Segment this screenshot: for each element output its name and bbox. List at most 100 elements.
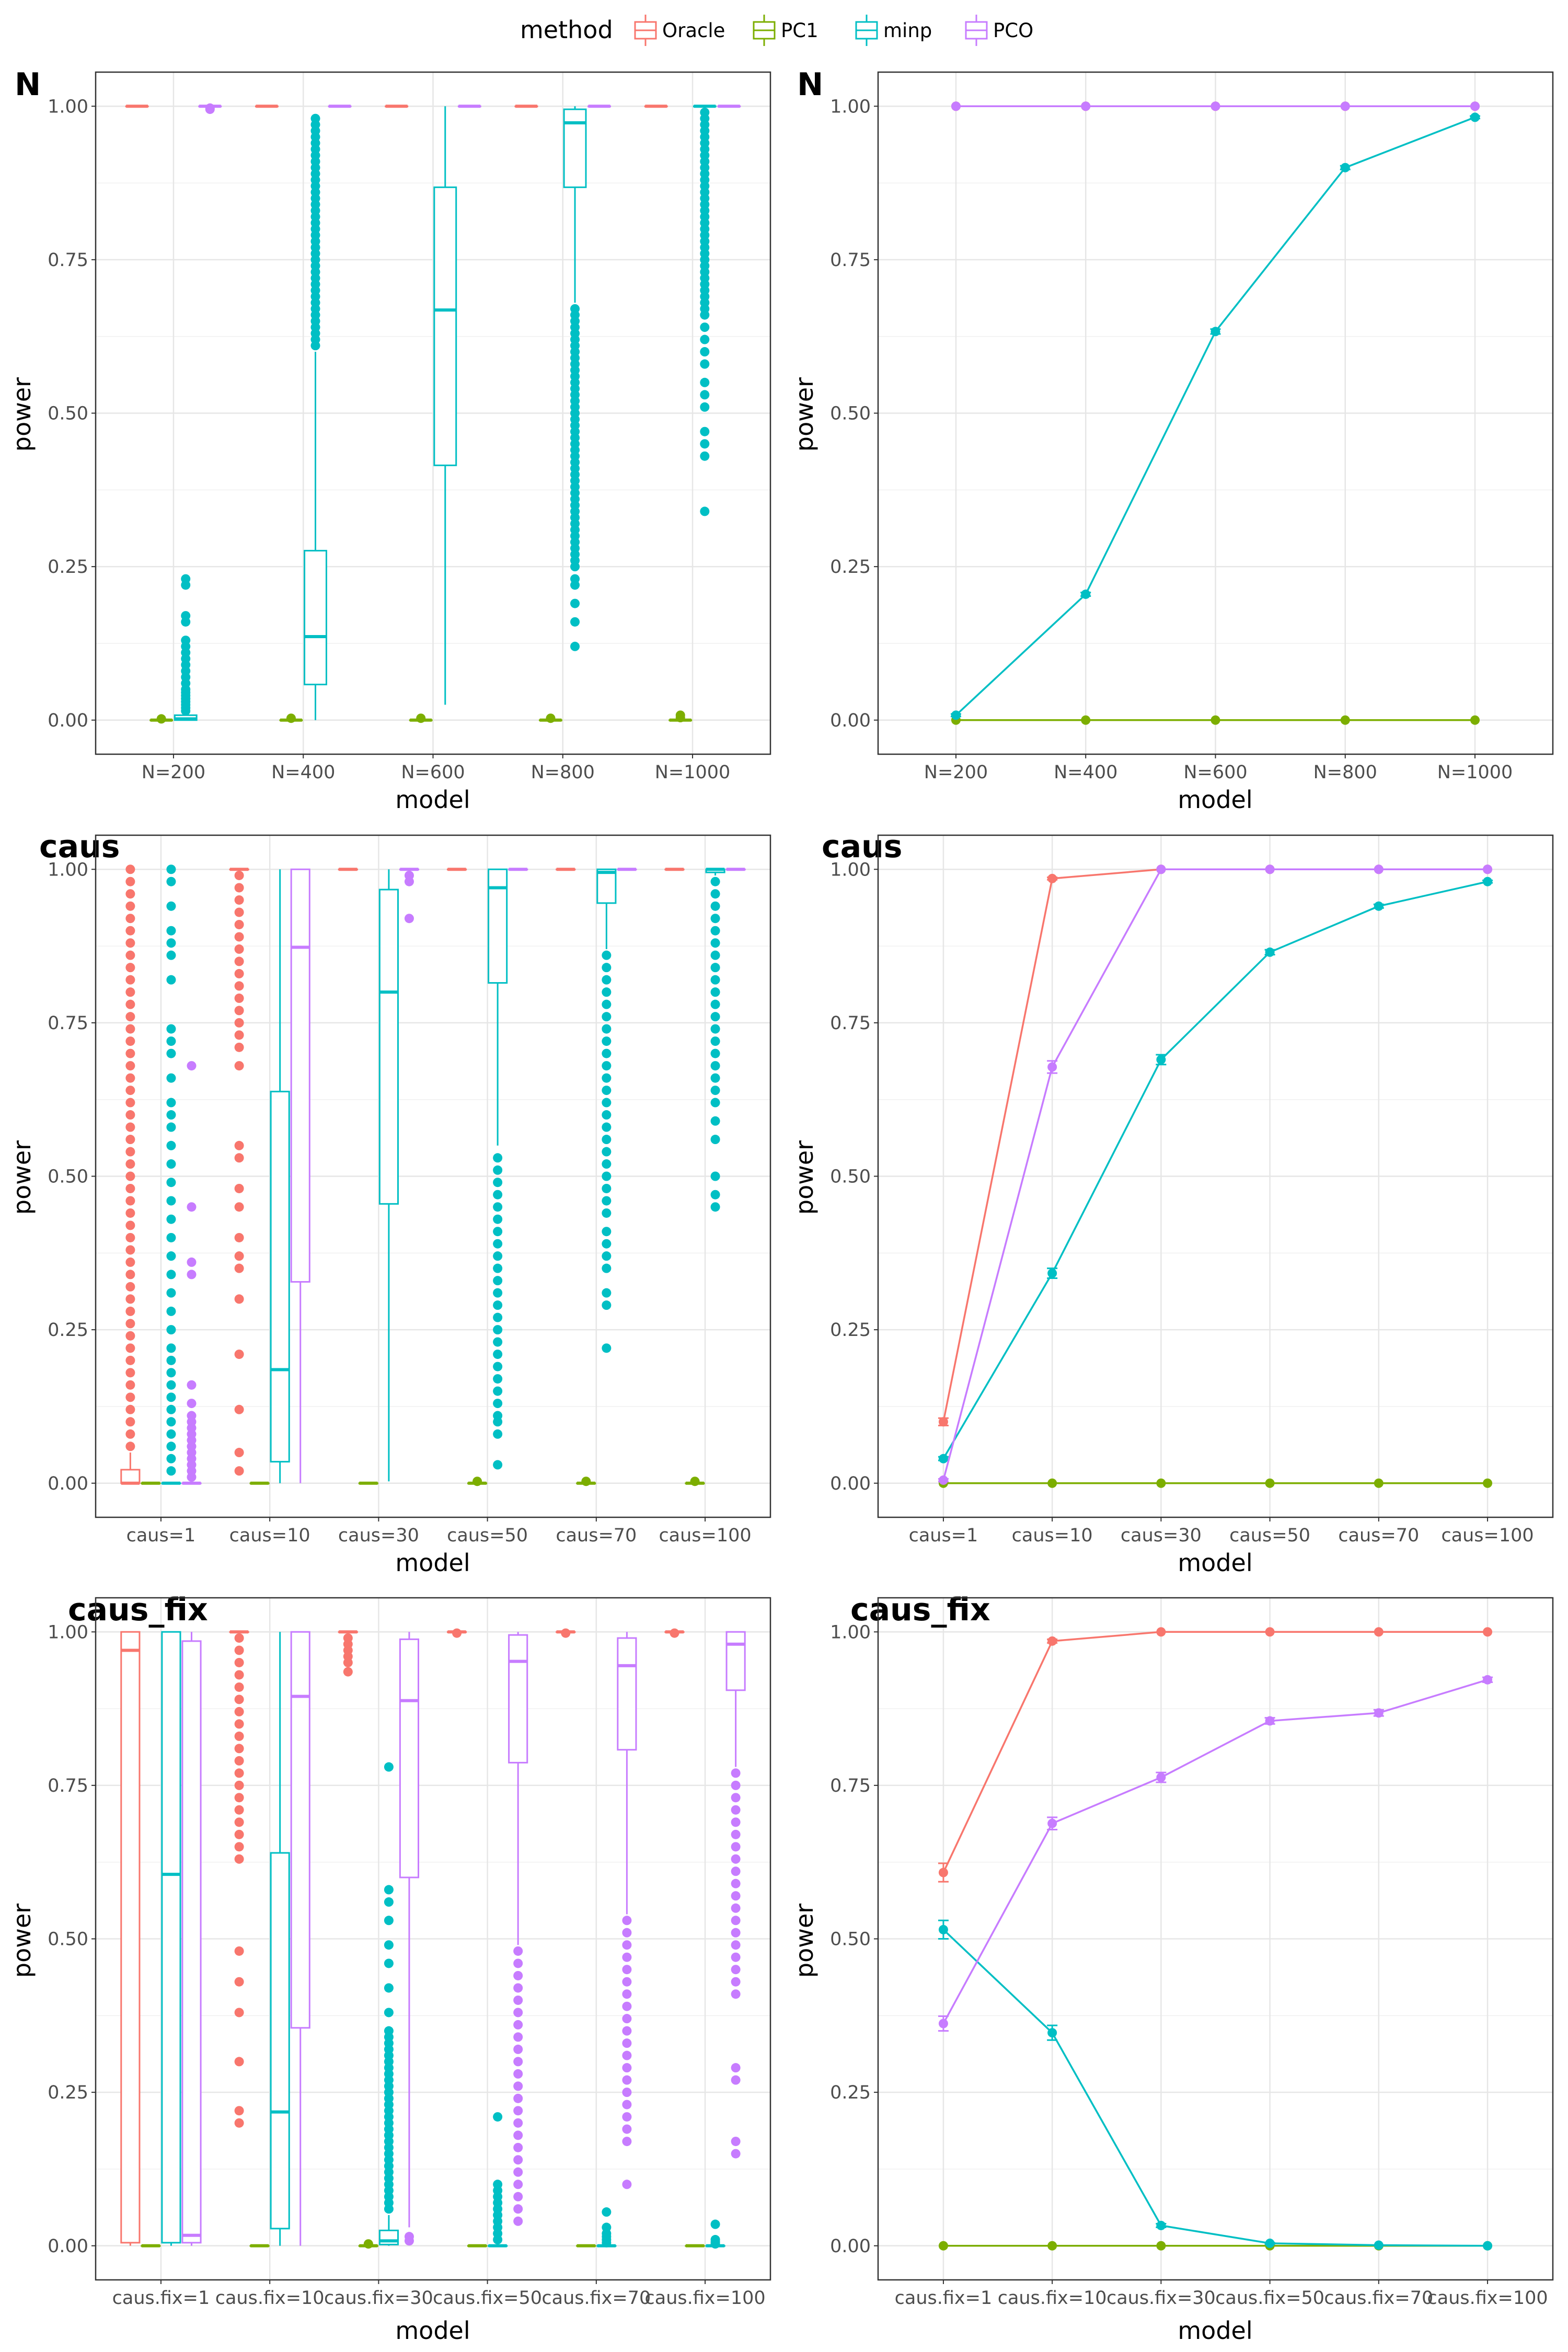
outlier-point (166, 1073, 176, 1083)
outlier-point (700, 402, 710, 412)
data-point (1156, 2220, 1166, 2230)
series-oracle (120, 864, 685, 1485)
y-tick-label: 0.50 (830, 1929, 871, 1950)
outlier-point (731, 1903, 741, 1913)
outlier-point (343, 1667, 353, 1677)
data-point (1483, 1627, 1493, 1637)
outlier-point (602, 1135, 612, 1145)
box (664, 1628, 685, 1638)
outlier-point (125, 1294, 135, 1304)
outlier-point (166, 1404, 176, 1414)
box (508, 868, 528, 871)
x-tick-label: N=200 (924, 762, 988, 783)
box-iqr (270, 1090, 290, 1463)
outlier-point (125, 889, 135, 899)
outlier-point (404, 914, 414, 924)
outlier-point (125, 1048, 135, 1058)
x-tick-label: caus.fix=50 (433, 2288, 542, 2309)
outlier-point (700, 359, 710, 369)
box-iqr (290, 1631, 310, 2029)
series-minp (161, 864, 725, 1485)
outlier-point (187, 1257, 197, 1267)
box (249, 1481, 270, 1485)
outlier-point (125, 1183, 135, 1193)
outlier-point (731, 1891, 741, 1901)
outlier-point (731, 1977, 741, 1987)
y-tick-label: 0.50 (48, 1929, 88, 1950)
plot-area: 0.00 0.25 0.50 0.75 1.00 caus=1 caus=10 caus=30… (830, 835, 1553, 1546)
panel-border (95, 71, 771, 755)
series-minp (950, 112, 1481, 720)
y-tick-label: 1.00 (48, 859, 88, 880)
outlier-point (622, 2014, 632, 2024)
outlier-point (602, 1086, 612, 1096)
outlier-point (125, 1122, 135, 1132)
outlier-point (700, 506, 710, 516)
panel-caus-line: 0.00 0.25 0.50 0.75 1.00 caus=1 caus=10 caus=30… (790, 828, 1554, 1577)
outlier-point (602, 950, 612, 960)
box (174, 574, 198, 721)
outlier-point (710, 1171, 720, 1181)
box-iqr (378, 889, 399, 1205)
outlier-point (234, 1768, 244, 1778)
y-axis-label: power (8, 1140, 36, 1215)
outlier-point (602, 1073, 612, 1083)
outlier-point (166, 901, 176, 911)
box (717, 105, 741, 108)
x-tick-label: caus.fix=1 (895, 2288, 993, 2309)
outlier-point (125, 1147, 135, 1157)
box (279, 713, 303, 723)
outlier-point (493, 1202, 503, 1212)
x-tick-label: caus.fix=30 (324, 2288, 433, 2309)
outlier-point (166, 1122, 176, 1132)
outlier-point (384, 1762, 394, 1772)
outlier-point (710, 1135, 720, 1145)
data-marks (120, 1628, 746, 2249)
data-point (1047, 873, 1057, 883)
box-iqr (181, 1640, 202, 2244)
outlier-point (670, 1628, 679, 1638)
data-point (1047, 1818, 1057, 1828)
outlier-point (570, 617, 580, 627)
outlier-point (493, 1374, 503, 1384)
outlier-point (166, 1270, 176, 1279)
outlier-point (166, 975, 176, 985)
outlier-point (166, 1110, 176, 1120)
box (399, 868, 420, 924)
outlier-point (710, 963, 720, 973)
outlier-point (234, 1232, 244, 1242)
outlier-point (234, 1756, 244, 1766)
data-point (1265, 2239, 1275, 2249)
data-point (1210, 327, 1220, 337)
x-tick-label: N=800 (1313, 762, 1377, 783)
outlier-point (493, 2112, 503, 2122)
plot-area: 0.00 0.25 0.50 0.75 1.00 caus=1 caus=10 caus=30… (48, 835, 770, 1546)
outlier-point (700, 347, 710, 357)
outlier-point (513, 2167, 523, 2177)
outlier-point (493, 1276, 503, 1286)
box (433, 106, 457, 705)
outlier-point (234, 969, 244, 978)
outlier-point (234, 1202, 244, 1212)
box-iqr (120, 1469, 141, 1484)
outlier-point (363, 2239, 373, 2249)
box-iqr (399, 1638, 420, 1878)
data-point (938, 2019, 948, 2028)
outlier-point (234, 1042, 244, 1052)
box (270, 1632, 290, 2246)
outlier-point (234, 895, 244, 905)
outlier-point (234, 2057, 244, 2067)
outlier-point (234, 1707, 244, 1716)
box (668, 710, 693, 723)
outlier-point (570, 641, 580, 651)
y-tick-label: 0.25 (830, 557, 871, 578)
data-point (1470, 715, 1480, 725)
outlier-point (493, 2180, 503, 2189)
data-marks (120, 864, 746, 1486)
outlier-point (602, 1227, 612, 1237)
outlier-point (234, 1780, 244, 1790)
outlier-point (472, 1477, 482, 1486)
box-iqr (563, 108, 587, 188)
data-point (1340, 715, 1350, 725)
